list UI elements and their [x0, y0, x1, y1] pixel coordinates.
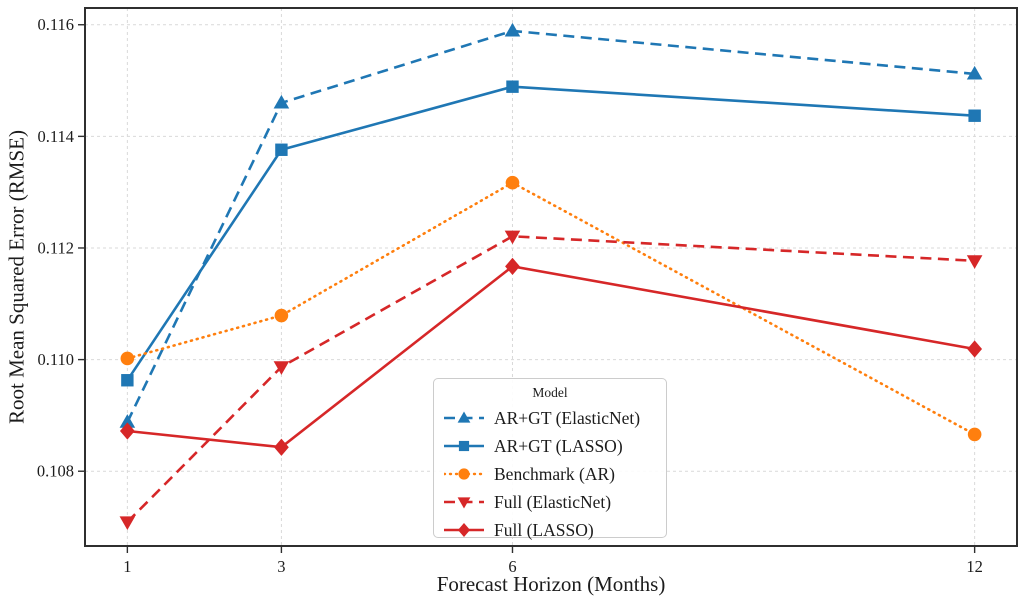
y-tick-label: 0.112: [37, 238, 74, 257]
plot-border: [84, 7, 1018, 547]
legend-title: Model: [532, 385, 568, 400]
y-tick-label: 0.110: [37, 350, 74, 369]
legend-items: AR+GT (ElasticNet) AR+GT (LASSO) Benchmark…: [434, 404, 666, 544]
triangle-down-marker: [457, 497, 471, 509]
diamond-marker: [457, 522, 471, 538]
triangle-down-marker: [119, 516, 136, 531]
square-marker: [121, 374, 134, 387]
legend-item-label: AR+GT (LASSO): [494, 435, 623, 456]
legend-item: Full (ElasticNet): [434, 488, 666, 516]
legend-item: Benchmark (AR): [434, 460, 666, 488]
triangle-down-marker: [966, 255, 983, 269]
legend-item-label: AR+GT (ElasticNet): [494, 407, 641, 428]
legend-key-square: [444, 440, 484, 452]
circle-marker: [967, 427, 982, 442]
square-marker: [458, 440, 470, 452]
x-tick-label: 6: [508, 557, 516, 576]
x-axis-label: Forecast Horizon (Months): [436, 572, 666, 596]
x-tick-label: 12: [966, 557, 983, 576]
diamond-marker: [274, 438, 289, 456]
legend-key-circle: [444, 468, 484, 480]
circle-marker: [274, 308, 289, 323]
circle-marker: [458, 468, 470, 480]
diamond-marker: [119, 422, 135, 440]
y-axis-label: Root Mean Squared Error (RMSE): [4, 130, 29, 424]
series-line-ar-gt-elasticnet-: [126, 29, 975, 423]
legend-key-triangle-up: [444, 411, 484, 423]
y-tick-label: 0.116: [37, 15, 74, 34]
series-line-full-lasso-: [127, 265, 975, 449]
legend-item-label: Full (ElasticNet): [494, 491, 612, 512]
legend-item: AR+GT (LASSO): [434, 432, 666, 460]
diamond-marker: [505, 257, 520, 275]
series-line-full-elasticnet-: [126, 234, 975, 523]
square-marker: [275, 143, 288, 156]
x-tick-label: 3: [277, 557, 285, 576]
triangle-up-marker: [457, 411, 471, 423]
circle-marker: [120, 351, 135, 366]
circle-marker: [505, 175, 520, 190]
legend-key-triangle-down: [444, 497, 484, 509]
triangle-up-marker: [119, 414, 136, 428]
y-tick-label: 0.108: [37, 462, 74, 481]
triangle-up-marker: [273, 94, 290, 109]
legend-item: Full (LASSO): [434, 516, 666, 544]
triangle-down-marker: [273, 361, 290, 375]
series-line-ar-gt-lasso-: [126, 85, 975, 381]
legend: Model AR+GT (ElasticNet) AR+GT (LASSO) Ben…: [433, 378, 667, 540]
legend-item: AR+GT (ElasticNet): [434, 404, 666, 432]
triangle-up-marker: [504, 22, 521, 37]
x-tick-label: 1: [123, 557, 131, 576]
triangle-down-marker: [504, 230, 521, 245]
legend-item-label: Full (LASSO): [494, 519, 594, 540]
square-marker: [506, 80, 519, 93]
square-marker: [968, 109, 981, 122]
y-tick-label: 0.114: [37, 127, 74, 146]
legend-item-label: Benchmark (AR): [494, 463, 616, 484]
triangle-up-marker: [966, 65, 983, 80]
diamond-marker: [967, 340, 983, 358]
legend-key-diamond: [444, 522, 484, 538]
